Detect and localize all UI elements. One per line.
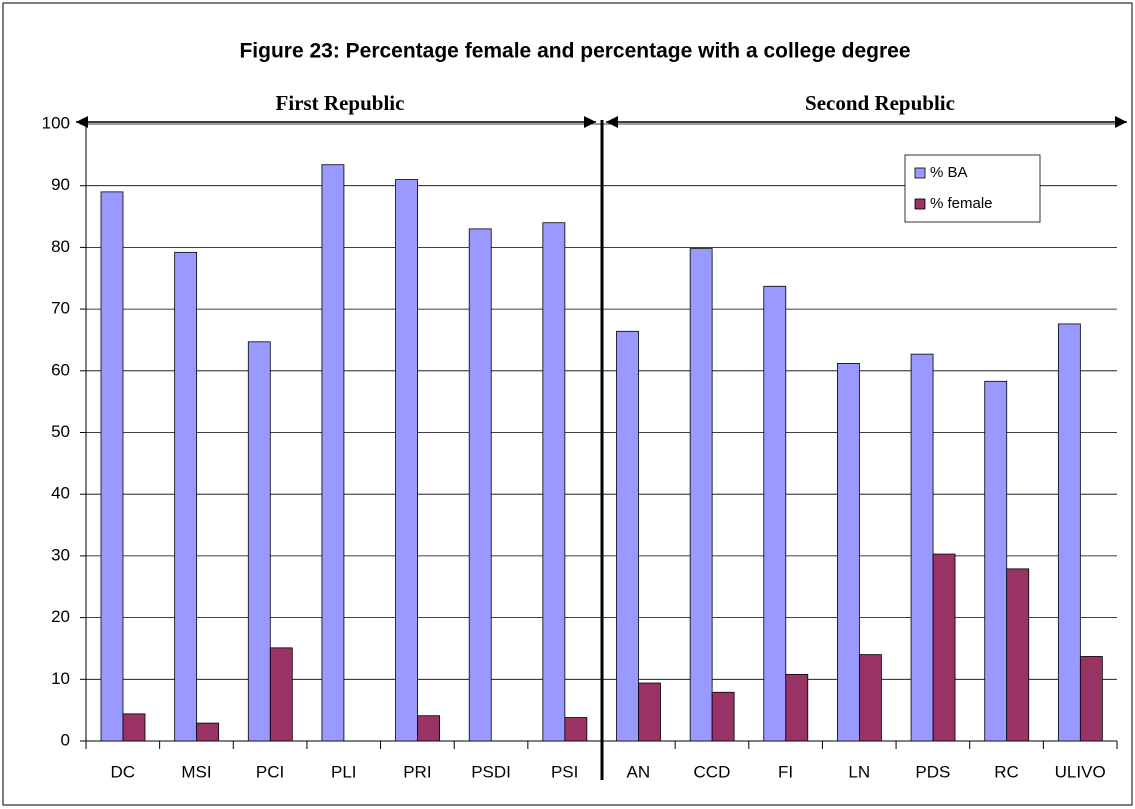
bar xyxy=(638,682,661,742)
x-tick-label: PSI xyxy=(551,762,578,781)
x-tick-label: DC xyxy=(111,762,136,781)
bar xyxy=(1057,323,1081,742)
bar xyxy=(689,248,713,742)
bar xyxy=(417,715,440,742)
bar xyxy=(1079,656,1103,742)
bar xyxy=(395,179,418,742)
bar xyxy=(910,353,934,742)
bar xyxy=(564,717,588,742)
legend-label: % female xyxy=(930,195,993,212)
bar xyxy=(100,191,124,742)
x-tick-label: MSI xyxy=(181,762,211,781)
bar xyxy=(932,553,956,742)
bar xyxy=(468,228,492,742)
bar xyxy=(269,647,293,742)
x-tick-label: CCD xyxy=(694,762,731,781)
y-tick-label: 100 xyxy=(42,113,70,132)
y-tick-label: 0 xyxy=(61,730,70,749)
x-tick-label: FI xyxy=(778,762,793,781)
bar xyxy=(785,673,809,742)
bar xyxy=(247,341,271,742)
bar xyxy=(711,691,735,742)
y-tick-label: 30 xyxy=(51,545,70,564)
y-tick-label: 20 xyxy=(51,607,70,626)
x-tick-label: PRI xyxy=(403,762,431,781)
x-tick-label: AN xyxy=(627,762,651,781)
y-tick-label: 90 xyxy=(51,175,70,194)
bar xyxy=(616,330,639,742)
bar xyxy=(984,380,1008,742)
x-tick-label: LN xyxy=(848,762,870,781)
annotation: First Republic xyxy=(276,91,405,115)
bar xyxy=(859,654,882,742)
x-tick-label: PSDI xyxy=(471,762,511,781)
y-tick-label: 80 xyxy=(51,237,70,256)
bar xyxy=(837,362,860,742)
bar xyxy=(321,164,345,742)
bar xyxy=(1006,568,1030,742)
x-tick-label: RC xyxy=(994,762,1019,781)
y-tick-label: 70 xyxy=(51,299,70,318)
x-tick-label: PCI xyxy=(256,762,284,781)
bar xyxy=(174,251,198,742)
bar xyxy=(542,222,566,742)
bar xyxy=(763,285,787,742)
legend-swatch xyxy=(914,167,926,179)
chart-title: Figure 23: Percentage female and percent… xyxy=(239,40,910,63)
x-tick-label: PLI xyxy=(331,762,357,781)
y-tick-label: 40 xyxy=(51,484,70,503)
period-arrows xyxy=(76,116,1127,780)
y-tick-label: 10 xyxy=(51,669,70,688)
x-tick-label: ULIVO xyxy=(1055,762,1106,781)
y-tick-label: 50 xyxy=(51,422,70,441)
legend-swatch xyxy=(914,198,926,210)
bar xyxy=(122,713,146,742)
bar xyxy=(196,722,220,742)
legend-label: % BA xyxy=(930,164,968,181)
legend-box xyxy=(904,154,1041,223)
x-tick-label: PDS xyxy=(915,762,950,781)
annotation: Second Republic xyxy=(805,91,955,115)
y-tick-label: 60 xyxy=(51,360,70,379)
